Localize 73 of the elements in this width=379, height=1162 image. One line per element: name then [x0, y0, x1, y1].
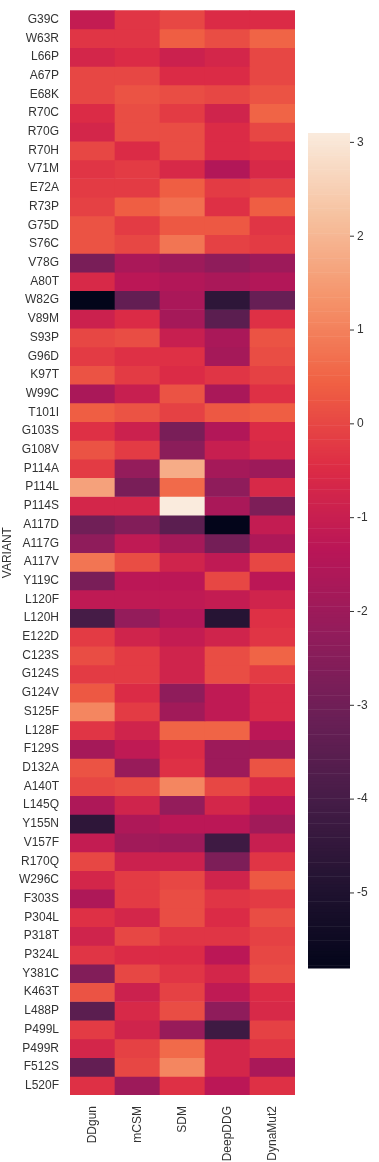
- y-tick-label: R70H: [28, 142, 59, 157]
- y-tick-label: P499R: [22, 1040, 60, 1055]
- y-tick-label: P318T: [23, 928, 60, 943]
- x-tick-label: mCSM: [129, 1106, 144, 1143]
- x-tick-label: DDgun: [84, 1106, 99, 1144]
- y-tick-label: R170Q: [20, 853, 59, 868]
- y-tick-label: A117G: [22, 535, 59, 550]
- color-bar-label: -3: [357, 697, 368, 712]
- y-tick-label: L488P: [24, 1003, 59, 1018]
- y-tick-label: W82G: [24, 292, 59, 307]
- y-tick-label: G96D: [27, 348, 60, 363]
- y-tick-label: A80T: [30, 273, 60, 288]
- y-tick-label: F303S: [23, 890, 59, 905]
- x-tick-label: DeepDDG: [219, 1106, 234, 1162]
- y-tick-label: P114A: [23, 460, 59, 475]
- y-tick-label: P324L: [24, 947, 60, 962]
- y-tick-label: G103S: [21, 423, 59, 438]
- y-tick-label: G124S: [21, 666, 59, 681]
- y-tick-label: L520F: [24, 1077, 59, 1092]
- y-tick-label: V157F: [23, 834, 59, 849]
- y-tick-label: E68K: [29, 86, 59, 101]
- y-tick-label: A117D: [23, 516, 60, 531]
- y-tick-label: E122D: [22, 629, 60, 644]
- x-tick-label: DynaMut2: [264, 1105, 279, 1161]
- color-bar-label: -2: [357, 603, 368, 618]
- y-tick-label: L145Q: [22, 797, 59, 812]
- y-axis-title: VARIANT: [0, 526, 14, 579]
- color-bar-label: 3: [357, 134, 364, 149]
- y-tick-label: D132A: [22, 760, 59, 774]
- y-tick-label: W99C: [25, 385, 60, 400]
- y-tick-label: F129S: [23, 741, 59, 756]
- y-tick-label: F512S: [23, 1059, 59, 1074]
- y-tick-label: C123S: [22, 647, 59, 662]
- y-tick-label: K97T: [30, 367, 60, 382]
- color-bar-label: -1: [357, 509, 368, 524]
- y-tick-label: R73P: [28, 198, 59, 213]
- color-bar-label: -4: [357, 791, 368, 806]
- color-bar-label: 1: [357, 322, 364, 337]
- y-tick-label: L66P: [30, 49, 59, 64]
- y-tick-label: S93P: [29, 329, 59, 344]
- y-tick-label: R70C: [28, 105, 60, 120]
- y-tick-label: P114S: [23, 498, 59, 513]
- y-tick-label: A67P: [29, 67, 59, 82]
- y-tick-label: G124V: [21, 685, 59, 700]
- y-tick-label: W296C: [18, 872, 60, 887]
- y-tick-label: R70G: [27, 124, 59, 139]
- y-tick-label: E72A: [29, 180, 59, 195]
- y-tick-label: L128F: [24, 722, 59, 737]
- y-tick-label: A117V: [23, 554, 59, 569]
- y-tick-label: Y119C: [23, 572, 60, 587]
- color-bar-label: 0: [357, 416, 364, 431]
- y-tick-label: W63R: [25, 30, 60, 45]
- y-tick-label: L120F: [24, 591, 59, 606]
- y-tick-label: A140T: [23, 778, 60, 793]
- y-tick-label: L120H: [23, 610, 59, 625]
- y-tick-label: P304L: [24, 909, 60, 924]
- y-tick-label: G39C: [27, 11, 60, 26]
- y-tick-label: Y155N: [22, 816, 59, 831]
- color-bar-label: -5: [357, 885, 368, 900]
- y-tick-label: Y381C: [22, 965, 60, 980]
- y-tick-label: V89M: [27, 311, 59, 326]
- y-tick-label: V78G: [28, 255, 59, 270]
- y-tick-label: S125F: [23, 703, 59, 718]
- color-bar-label: 2: [357, 228, 364, 243]
- x-tick-label: SDM: [174, 1106, 189, 1133]
- y-tick-label: G108V: [21, 442, 59, 457]
- y-tick-label: K463T: [23, 984, 60, 999]
- y-tick-label: G75D: [27, 217, 60, 232]
- y-tick-label: P499L: [24, 1021, 60, 1036]
- y-tick-label: S76C: [28, 236, 60, 251]
- y-tick-label: P114L: [25, 479, 60, 494]
- y-tick-label: T101I: [28, 404, 59, 419]
- y-tick-label: V71M: [27, 161, 59, 176]
